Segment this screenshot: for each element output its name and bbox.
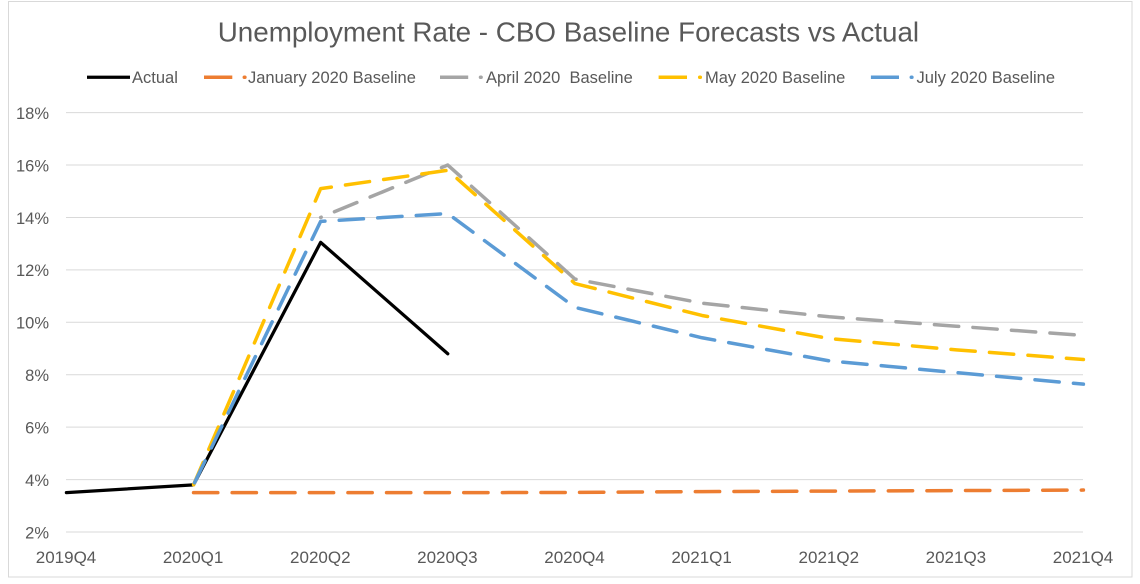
svg-text:18%: 18%	[16, 105, 49, 123]
svg-text:January 2020 Baseline: January 2020 Baseline	[248, 69, 416, 87]
svg-text:July 2020 Baseline: July 2020 Baseline	[917, 69, 1056, 87]
svg-text:8%: 8%	[25, 367, 49, 385]
svg-text:Unemployment Rate - CBO Baseli: Unemployment Rate - CBO Baseline Forecas…	[218, 16, 919, 47]
svg-text:2%: 2%	[25, 524, 49, 542]
svg-text:2021Q4: 2021Q4	[1053, 548, 1114, 567]
svg-text:2020Q4: 2020Q4	[544, 548, 605, 567]
svg-text:2021Q2: 2021Q2	[799, 548, 860, 567]
svg-text:16%: 16%	[16, 157, 49, 175]
svg-text:April 2020 Baseline: April 2020 Baseline	[486, 69, 633, 87]
svg-text:14%: 14%	[16, 210, 49, 228]
svg-text:2019Q4: 2019Q4	[36, 548, 97, 567]
svg-text:12%: 12%	[16, 262, 49, 280]
svg-text:6%: 6%	[25, 420, 49, 438]
svg-text:2020Q1: 2020Q1	[163, 548, 224, 567]
svg-text:2020Q3: 2020Q3	[417, 548, 478, 567]
svg-text:2020Q2: 2020Q2	[290, 548, 351, 567]
svg-text:10%: 10%	[16, 315, 49, 333]
svg-text:2021Q3: 2021Q3	[926, 548, 987, 567]
svg-text:2021Q1: 2021Q1	[671, 548, 732, 567]
svg-text:4%: 4%	[25, 472, 49, 490]
svg-text:Actual: Actual	[132, 69, 178, 87]
svg-text:May 2020 Baseline: May 2020 Baseline	[705, 69, 845, 87]
